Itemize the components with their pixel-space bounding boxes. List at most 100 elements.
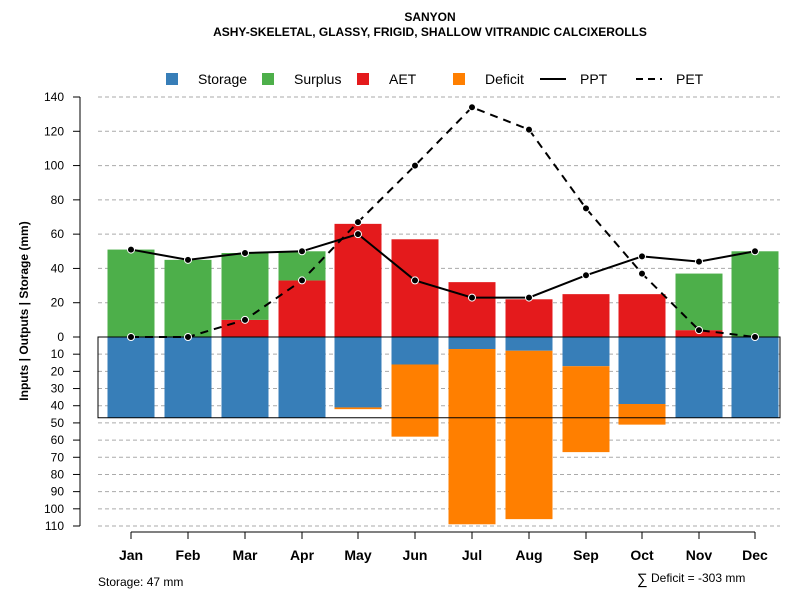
deficit-bar	[562, 366, 610, 453]
deficit-bar	[618, 404, 666, 425]
overlay	[97, 336, 781, 419]
legend-pet-label: PET	[676, 71, 704, 87]
pet-point	[241, 315, 249, 324]
storage-bar	[391, 337, 439, 365]
y-tick-label: 100	[44, 159, 64, 173]
ppt-point	[751, 247, 759, 256]
y-tick-label: 60	[51, 227, 65, 241]
y-tick-label: 70	[51, 450, 65, 464]
surplus-bar	[107, 249, 155, 337]
y-tick-label: 80	[51, 467, 65, 481]
y-tick-label: 20	[51, 364, 65, 378]
x-tick-label: Oct	[630, 547, 654, 563]
storage-bar	[448, 337, 496, 350]
x-axis: Jan Feb Mar Apr May Jun Jul Aug Sep Oct Nov Dec	[119, 531, 768, 563]
pet-point	[127, 333, 135, 341]
ppt-point	[184, 255, 192, 264]
pet-point	[638, 269, 646, 278]
x-tick-label: Mar	[233, 547, 258, 563]
ppt-point	[582, 271, 590, 280]
y-tick-label: 140	[44, 90, 64, 104]
pet-point	[525, 125, 533, 134]
pet-point	[354, 218, 362, 227]
storage-bar	[505, 337, 553, 351]
storage-bar	[675, 337, 723, 418]
pet-point	[468, 103, 476, 112]
x-tick-label: Feb	[176, 547, 201, 563]
y-tick-label: 110	[45, 519, 64, 533]
aet-bar	[562, 294, 610, 337]
deficit-bar	[505, 350, 553, 520]
aet-bar	[391, 239, 439, 337]
legend: Storage Surplus AET Deficit PPT PET	[166, 71, 704, 87]
legend-aet-label: AET	[389, 71, 417, 87]
x-tick-label: May	[344, 547, 371, 563]
pet-point	[411, 161, 419, 170]
deficit-sum-symbol: ∑	[637, 571, 648, 588]
legend-deficit-swatch	[453, 73, 465, 85]
ppt-point	[525, 293, 533, 302]
surplus-bar	[731, 251, 779, 337]
storage-bar	[164, 337, 212, 418]
storage-bar	[221, 337, 269, 418]
storage-bar	[731, 337, 779, 418]
ppt-point	[638, 252, 646, 261]
y-tick-label: 120	[44, 124, 64, 138]
aet-bar	[278, 280, 326, 337]
ppt-point	[354, 230, 362, 239]
legend-aet-swatch	[357, 73, 369, 85]
aet-bar	[448, 282, 496, 337]
pet-point	[298, 276, 306, 285]
surplus-bar	[164, 259, 212, 337]
storage-bar	[618, 337, 666, 405]
pet-line	[131, 106, 756, 338]
legend-storage-swatch	[166, 73, 178, 85]
y-tick-label: 50	[51, 416, 65, 430]
deficit-note: Deficit = -303 mm	[651, 571, 745, 585]
aet-bar	[505, 299, 553, 337]
x-tick-label: Nov	[686, 547, 713, 563]
legend-ppt-label: PPT	[580, 71, 608, 87]
chart-title: SANYON	[404, 10, 455, 24]
storage-note: Storage: 47 mm	[98, 575, 183, 589]
y-tick-label: 90	[51, 485, 65, 499]
deficit-bar	[334, 407, 382, 410]
x-tick-label: Jan	[119, 547, 143, 563]
ppt-point	[241, 249, 249, 257]
aet-bar	[334, 223, 382, 337]
y-tick-label: 10	[51, 347, 65, 361]
surplus-bar	[278, 251, 326, 281]
x-tick-label: Apr	[290, 547, 315, 563]
pet-point	[751, 333, 759, 341]
y-tick-label: 20	[51, 296, 65, 310]
legend-storage-label: Storage	[198, 71, 247, 87]
pet-point	[184, 333, 192, 341]
pet-point	[695, 326, 703, 335]
ppt-point	[411, 276, 419, 285]
ppt-point	[468, 293, 476, 302]
y-tick-label: 80	[51, 193, 65, 207]
storage-bar	[107, 337, 155, 418]
x-tick-label: Sep	[573, 547, 599, 563]
y-axis-label: Inputs | Outputs | Storage (mm)	[17, 221, 31, 400]
storage-bar	[562, 337, 610, 367]
x-tick-label: Aug	[515, 547, 542, 563]
x-tick-label: Jul	[462, 547, 482, 563]
y-tick-label: 100	[44, 502, 64, 516]
x-tick-label: Jun	[403, 547, 428, 563]
ppt-line	[130, 233, 756, 299]
ppt-point	[695, 257, 703, 266]
y-tick-label: 40	[51, 261, 65, 275]
chart-subtitle: ASHY-SKELETAL, GLASSY, FRIGID, SHALLOW V…	[213, 25, 647, 39]
bars	[107, 223, 779, 525]
y-tick-label: 40	[51, 399, 65, 413]
storage-bar	[278, 337, 326, 418]
legend-deficit-label: Deficit	[485, 71, 524, 87]
legend-surplus-swatch	[262, 73, 274, 85]
storage-bar	[334, 337, 382, 408]
series-lines	[127, 103, 759, 341]
surplus-bar	[675, 273, 723, 331]
deficit-bar	[448, 349, 496, 525]
storage-capacity-box	[97, 336, 781, 419]
